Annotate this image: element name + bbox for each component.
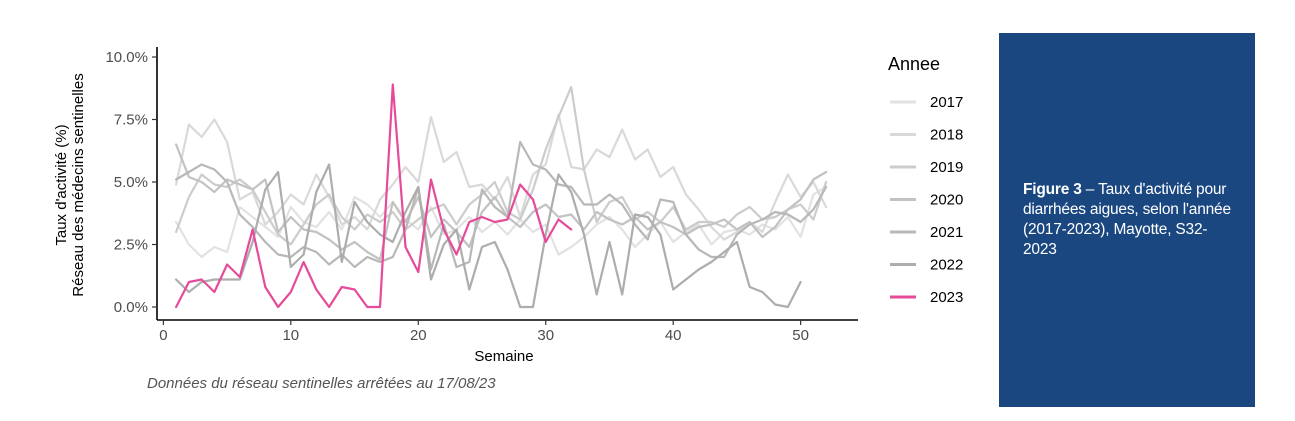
x-tick-label: 50 <box>792 327 809 344</box>
y-tick-label: 2.5% <box>114 237 148 254</box>
y-tick-label: 5.0% <box>114 174 148 191</box>
legend-label-2017: 2017 <box>930 94 963 111</box>
line-chart: 0 10 20 30 40 50 0.0% 2.5% 5.0% 7.5% 10.0% Semain… <box>53 47 963 392</box>
legend-label-2018: 2018 <box>930 127 963 144</box>
legend-label-2021: 2021 <box>930 224 963 241</box>
x-axis-title: Semaine <box>474 348 533 365</box>
x-tick-label: 30 <box>537 327 554 344</box>
legend: 2017 2018 2019 2020 2021 2022 2023 <box>890 94 963 306</box>
y-axis-title-line1: Taux d'activité (%) <box>53 124 70 245</box>
legend-label-2020: 2020 <box>930 192 963 209</box>
y-tick-label: 7.5% <box>114 112 148 129</box>
series-line-2023 <box>175 83 573 309</box>
figure-label: Figure 3 <box>1023 181 1082 198</box>
x-tick-label: 20 <box>410 327 427 344</box>
x-tick-label: 0 <box>159 327 167 344</box>
y-tick-label: 0.0% <box>114 299 148 316</box>
y-axis-title-line2: Réseau des médecins sentinelles <box>70 73 87 296</box>
y-axis: 0.0% 2.5% 5.0% 7.5% 10.0% <box>105 47 158 320</box>
legend-title: Annee <box>888 54 940 74</box>
legend-label-2019: 2019 <box>930 159 963 176</box>
series-line-2018 <box>175 113 828 241</box>
series-line-2020 <box>175 143 828 261</box>
figure-separator: – <box>1081 181 1099 198</box>
series-line-2022 <box>175 163 802 309</box>
series-line-2019 <box>175 85 828 246</box>
plot-area <box>175 83 828 309</box>
x-tick-label: 10 <box>282 327 299 344</box>
y-tick-label: 10.0% <box>105 49 148 66</box>
figure-caption-text: Figure 3 – Taux d'activité pour diarrhée… <box>1023 180 1235 260</box>
figure-description: Taux d'activité pour diarrhées aigues, s… <box>1023 181 1231 258</box>
legend-label-2023: 2023 <box>930 289 963 306</box>
figure-caption-box: Figure 3 – Taux d'activité pour diarrhée… <box>999 33 1255 407</box>
x-axis: 0 10 20 30 40 50 <box>157 319 858 344</box>
legend-label-2022: 2022 <box>930 257 963 274</box>
x-tick-label: 40 <box>665 327 682 344</box>
chart-caption: Données du réseau sentinelles arrêtées a… <box>147 375 496 392</box>
